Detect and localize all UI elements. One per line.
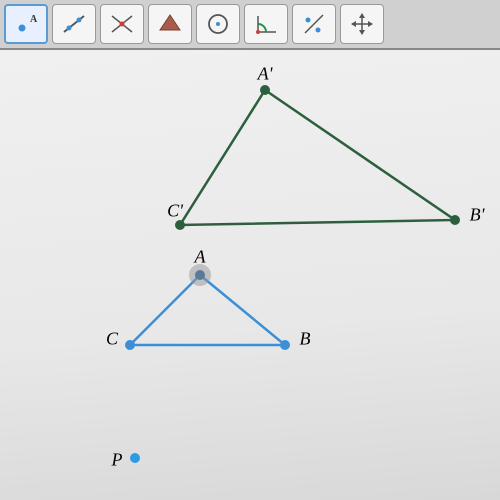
point-C-prime[interactable] xyxy=(175,220,185,230)
point-tool-button[interactable]: A xyxy=(4,4,48,44)
label-C-prime: C' xyxy=(167,201,183,222)
label-P: P xyxy=(112,450,123,471)
point-A-prime[interactable] xyxy=(260,85,270,95)
move-tool-button[interactable] xyxy=(340,4,384,44)
label-C: C xyxy=(106,329,118,350)
reflect-tool-button[interactable] xyxy=(292,4,336,44)
label-B: B xyxy=(300,329,311,350)
drawing-canvas[interactable]: A' B' C' A B C P xyxy=(0,50,500,500)
polygon-tool-button[interactable] xyxy=(148,4,192,44)
toolbar: A xyxy=(0,0,500,50)
canvas-lines xyxy=(0,50,500,500)
label-B-prime: B' xyxy=(470,205,485,226)
line-tool-button[interactable] xyxy=(52,4,96,44)
intersect-tool-button[interactable] xyxy=(100,4,144,44)
angle-tool-button[interactable] xyxy=(244,4,288,44)
label-A-prime: A' xyxy=(258,64,273,85)
point-P[interactable] xyxy=(130,453,140,463)
svg-text:A: A xyxy=(30,14,38,25)
point-C[interactable] xyxy=(125,340,135,350)
point-A[interactable] xyxy=(195,270,205,280)
point-B-prime[interactable] xyxy=(450,215,460,225)
circle-tool-button[interactable] xyxy=(196,4,240,44)
label-A: A xyxy=(195,247,206,268)
point-B[interactable] xyxy=(280,340,290,350)
